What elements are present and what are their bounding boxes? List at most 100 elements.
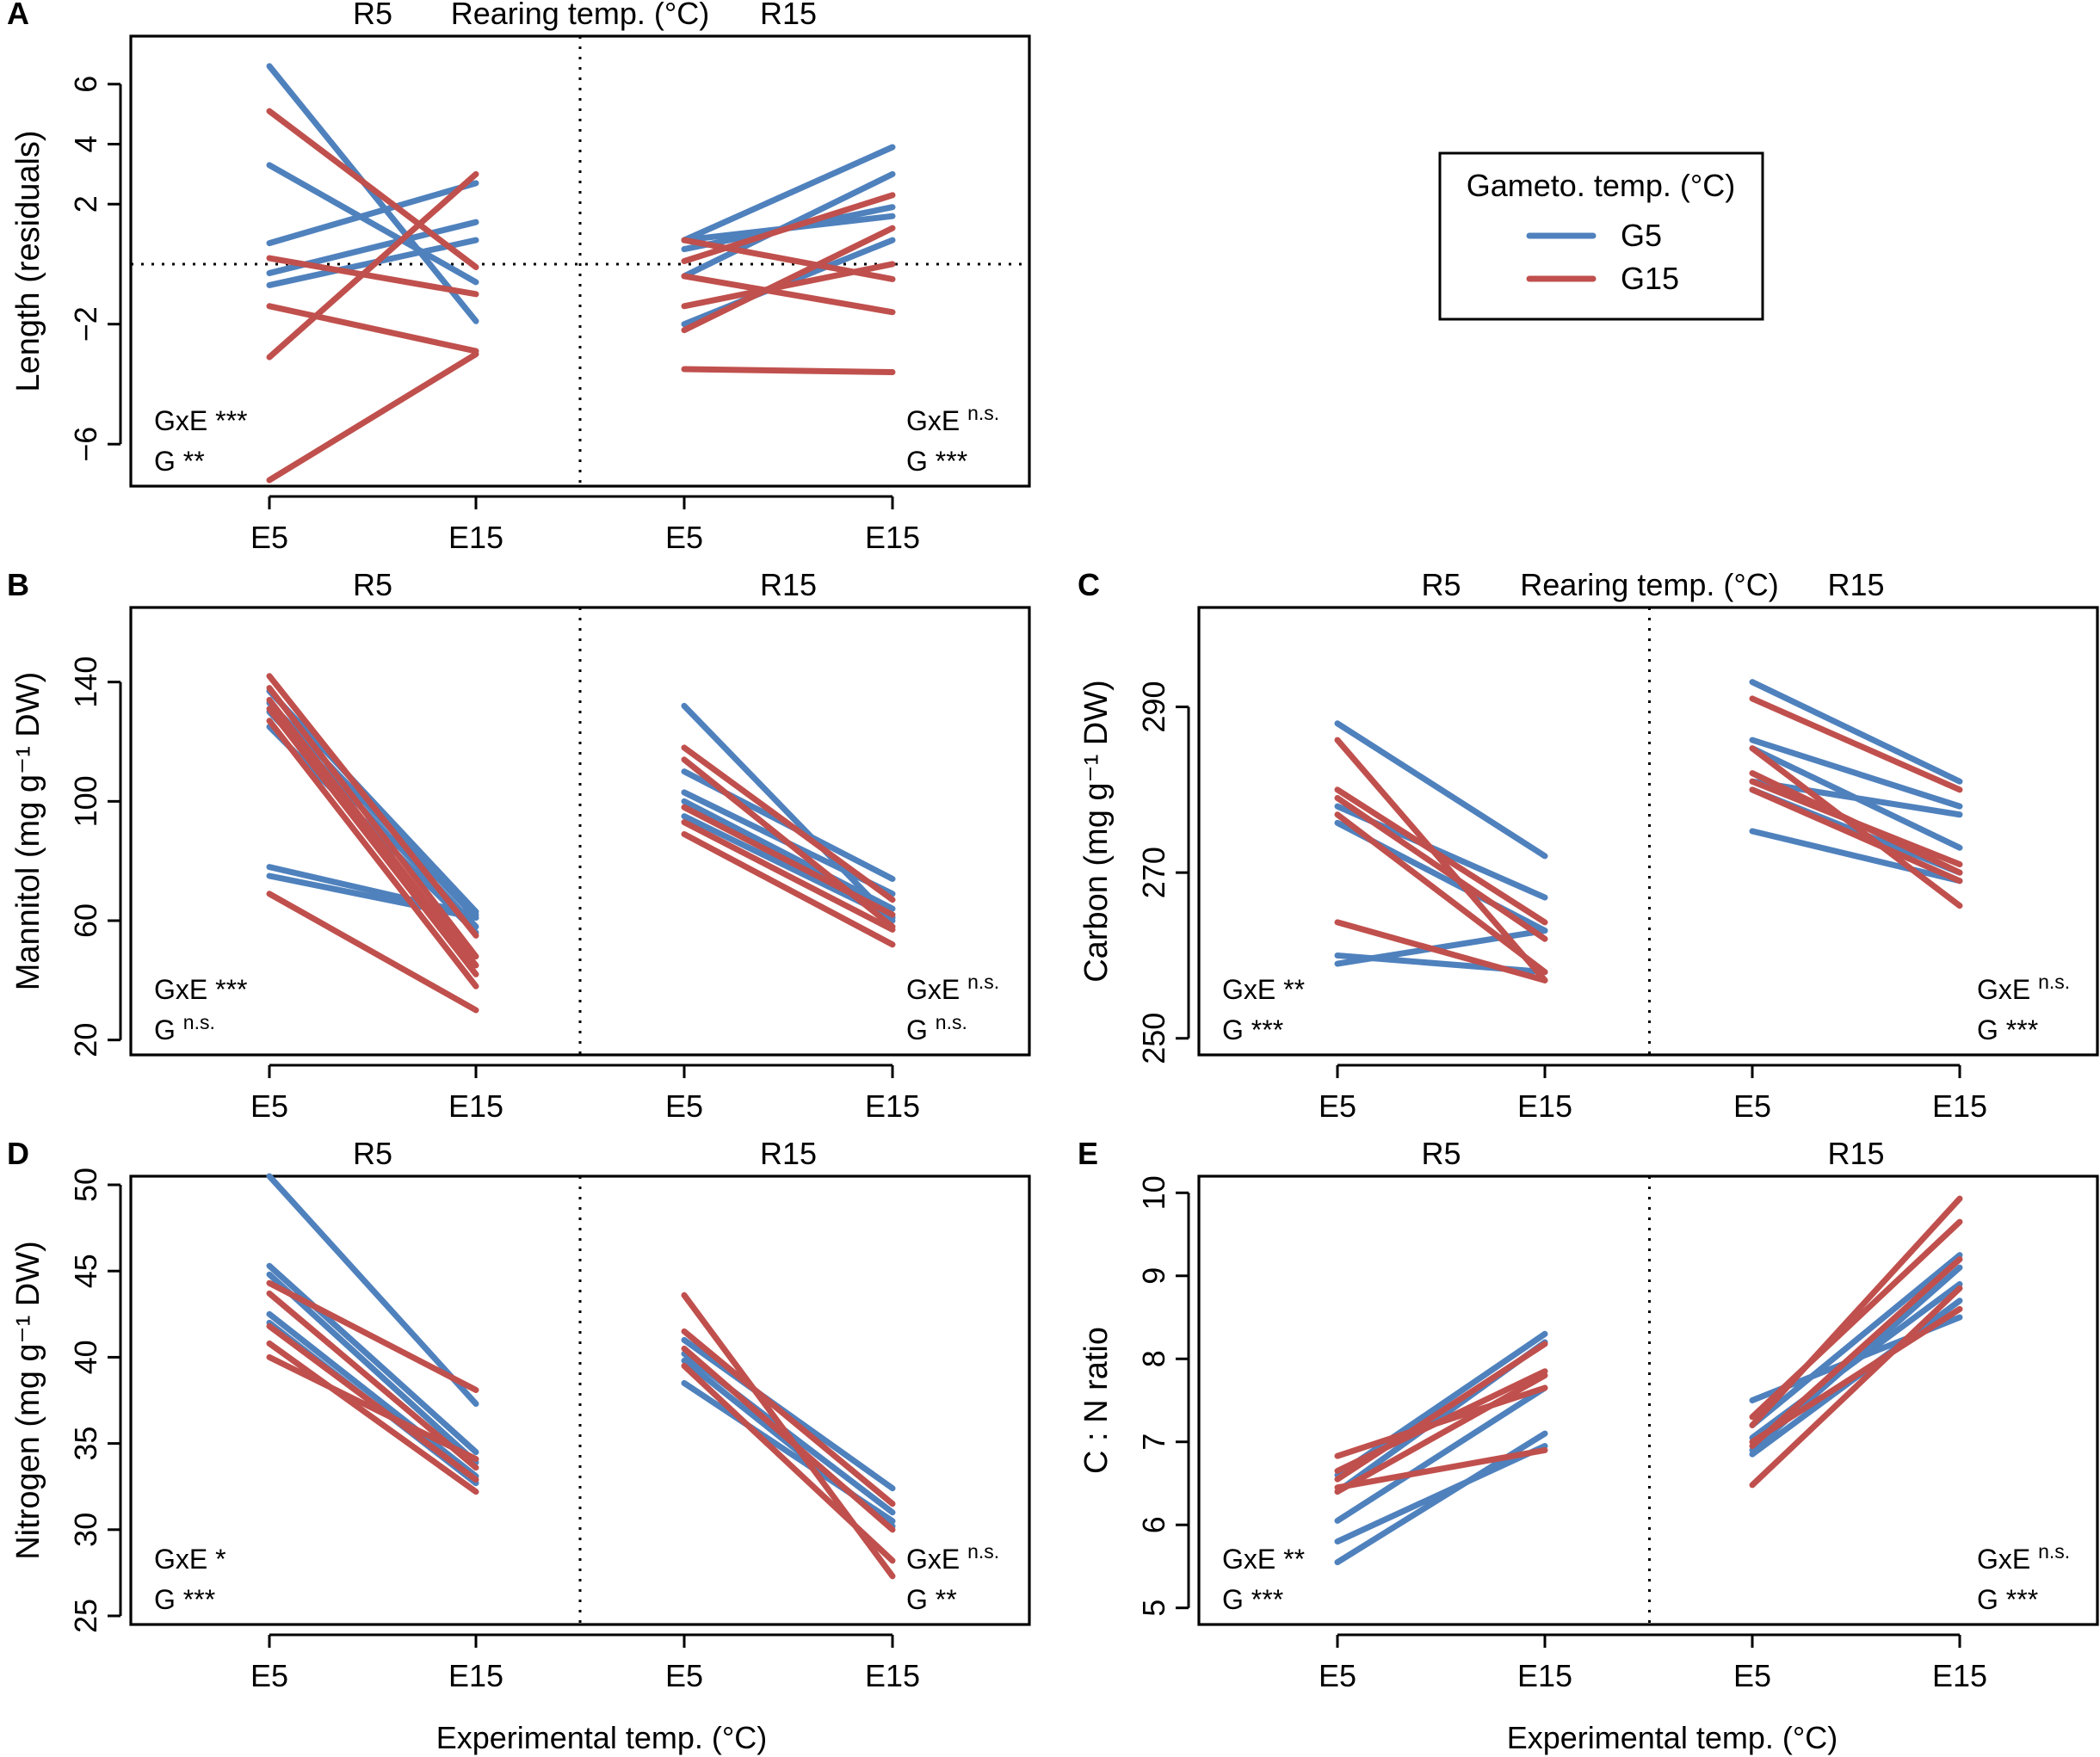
y-tick-label: 6 bbox=[1136, 1516, 1171, 1533]
annotation-g: G *** bbox=[906, 446, 967, 477]
y-tick-label: 9 bbox=[1136, 1267, 1171, 1285]
panel-letter: A bbox=[7, 0, 29, 31]
panel-b: B 20 60 100 140 Mannitol (mg g⁻¹ DW) E5 E15 E5 E1… bbox=[7, 567, 1031, 1124]
y-tick-label: 250 bbox=[1136, 1013, 1171, 1064]
x-tick-label: E5 bbox=[665, 1088, 703, 1124]
series-line-g15 bbox=[1749, 1255, 1963, 1450]
series-line-g15 bbox=[681, 225, 896, 334]
y-tick-label: 40 bbox=[68, 1340, 103, 1374]
panel-a: A −6 −2 2 4 6 Length (residuals) E5 E15 E5 E15 R5 Re… bbox=[7, 0, 1031, 555]
y-tick-label: 50 bbox=[68, 1168, 103, 1202]
y-tick-label: 4 bbox=[68, 136, 103, 153]
x-tick-label: E15 bbox=[865, 1088, 920, 1124]
series-line-g15 bbox=[266, 1340, 479, 1495]
x-tick-label: E15 bbox=[1517, 1658, 1572, 1693]
panel-letter: B bbox=[7, 567, 29, 602]
x-tick-label: E15 bbox=[1517, 1088, 1572, 1124]
series-line-g15 bbox=[266, 255, 479, 298]
series-line-g5 bbox=[266, 1271, 479, 1466]
header-r15: R15 bbox=[760, 0, 817, 31]
group-r5: GxE ** G *** bbox=[1222, 720, 1548, 1045]
annotation-gxe: GxE n.s. bbox=[906, 402, 999, 436]
annotation-gxe: GxE n.s. bbox=[1977, 1540, 2070, 1575]
group-r15: GxE n.s. G *** bbox=[1749, 1195, 2070, 1615]
y-axis-title: Mannitol (mg g⁻¹ DW) bbox=[10, 672, 46, 991]
x-tick-label: E5 bbox=[1733, 1658, 1771, 1693]
series-line-g15 bbox=[681, 366, 896, 376]
annotation-g: G n.s. bbox=[154, 1011, 215, 1045]
annotation-g: G *** bbox=[1222, 1584, 1283, 1615]
series-line-g15 bbox=[1749, 745, 1963, 909]
annotation-gxe: GxE ** bbox=[1222, 1544, 1305, 1575]
y-tick-label: −2 bbox=[68, 306, 103, 342]
x-tick-label: E15 bbox=[1932, 1088, 1987, 1124]
legend: Gameto. temp. (°C) G5 G15 bbox=[1438, 151, 1764, 321]
plot-frame bbox=[129, 1174, 1031, 1626]
panel-letter: C bbox=[1078, 567, 1100, 602]
series-line-g15 bbox=[1334, 786, 1548, 926]
series-line-g15 bbox=[266, 1290, 479, 1471]
header-rearing-temp: Rearing temp. (°C) bbox=[451, 0, 709, 31]
y-tick-label: 10 bbox=[1136, 1175, 1171, 1210]
plot-frame bbox=[1197, 1174, 2099, 1626]
x-tick-label: E15 bbox=[1932, 1658, 1987, 1693]
series-line-g5 bbox=[266, 63, 479, 324]
series-line-g15 bbox=[266, 706, 479, 977]
annotation-g: G *** bbox=[1977, 1014, 2038, 1045]
group-r5: GxE *** G n.s. bbox=[154, 673, 479, 1045]
series-line-g5 bbox=[266, 180, 479, 247]
header-r5: R5 bbox=[1421, 1136, 1461, 1171]
panel-letter: D bbox=[7, 1136, 29, 1171]
header-r5: R5 bbox=[353, 567, 392, 602]
y-tick-label: 6 bbox=[68, 76, 103, 93]
legend-title: Gameto. temp. (°C) bbox=[1467, 168, 1735, 203]
y-axis-title: Carbon (mg g⁻¹ DW) bbox=[1078, 680, 1115, 983]
x-axis-title-left: Experimental temp. (°C) bbox=[436, 1720, 768, 1755]
y-tick-label: 30 bbox=[68, 1513, 103, 1547]
x-tick-label: E5 bbox=[1319, 1658, 1356, 1693]
series-line-g5 bbox=[681, 798, 896, 912]
y-tick-label: 20 bbox=[68, 1023, 103, 1057]
series-line-g15 bbox=[266, 696, 479, 969]
group-r5: GxE *** G ** bbox=[154, 63, 479, 484]
series-line-g15 bbox=[266, 891, 479, 1014]
annotation-g: G *** bbox=[154, 1584, 215, 1615]
series-line-g15 bbox=[1334, 919, 1548, 983]
panel-d: D 25 30 35 40 45 50 Nitrogen (mg g⁻¹ DW) E5 E15 E5… bbox=[7, 1136, 1031, 1693]
y-tick-label: 60 bbox=[68, 903, 103, 938]
series-line-g15 bbox=[681, 1345, 896, 1533]
series-line-g15 bbox=[681, 1362, 896, 1564]
group-r5: GxE ** G *** bbox=[1222, 1330, 1548, 1615]
y-tick-label: 7 bbox=[1136, 1433, 1171, 1451]
series-line-g5 bbox=[1334, 720, 1548, 860]
series-line-g5 bbox=[1749, 1252, 1963, 1428]
series-line-g15 bbox=[681, 830, 896, 948]
series-line-g5 bbox=[681, 144, 896, 244]
annotation-g: G ** bbox=[906, 1584, 957, 1615]
series-line-g15 bbox=[681, 1328, 896, 1507]
legend-label-g15: G15 bbox=[1621, 261, 1679, 296]
annotation-gxe: GxE n.s. bbox=[1977, 971, 2070, 1005]
series-line-g15 bbox=[681, 744, 896, 903]
series-line-g15 bbox=[266, 1322, 479, 1483]
x-tick-label: E15 bbox=[865, 1658, 920, 1693]
series-line-g15 bbox=[266, 1353, 479, 1463]
header-r15: R15 bbox=[760, 1136, 817, 1171]
series-line-g5 bbox=[1749, 828, 1963, 885]
series-line-g15 bbox=[1749, 1285, 1963, 1489]
y-axis-title: Nitrogen (mg g⁻¹ DW) bbox=[10, 1241, 46, 1560]
annotation-g: G ** bbox=[154, 446, 205, 477]
x-tick-label: E15 bbox=[448, 1658, 503, 1693]
annotation-gxe: GxE n.s. bbox=[906, 1540, 999, 1575]
y-axis-title: C : N ratio bbox=[1078, 1327, 1115, 1474]
header-r15: R15 bbox=[1827, 1136, 1884, 1171]
y-axis-title: Length (residuals) bbox=[10, 130, 46, 391]
series-line-g5 bbox=[266, 1310, 479, 1480]
plot-frame bbox=[129, 606, 1031, 1057]
annotation-gxe: GxE n.s. bbox=[906, 971, 999, 1005]
series-line-g5 bbox=[1334, 1443, 1548, 1545]
series-line-g15 bbox=[1749, 786, 1963, 885]
series-line-g15 bbox=[681, 804, 896, 918]
